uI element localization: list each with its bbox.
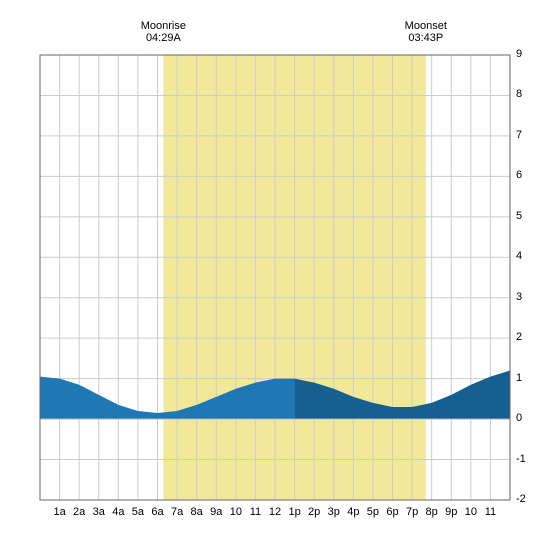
moonrise-label: Moonrise04:29A — [141, 20, 186, 44]
x-tick-label: 1a — [53, 506, 65, 518]
y-tick-label: 9 — [516, 48, 522, 60]
y-tick-label: 3 — [516, 291, 522, 303]
y-tick-label: 6 — [516, 169, 522, 181]
tide-chart-svg — [0, 0, 550, 550]
x-tick-label: 5p — [367, 506, 379, 518]
x-tick-label: 11 — [485, 506, 496, 518]
x-tick-label: 8a — [191, 506, 203, 518]
y-tick-label: 8 — [516, 88, 522, 100]
x-tick-label: 6p — [386, 506, 398, 518]
x-tick-label: 6a — [151, 506, 163, 518]
tide-chart-container: -2-101234567891a2a3a4a5a6a7a8a9a1011121p… — [0, 0, 550, 550]
x-tick-label: 2p — [308, 506, 320, 518]
x-tick-label: 7p — [406, 506, 418, 518]
x-tick-label: 12 — [269, 506, 281, 518]
x-tick-label: 10 — [465, 506, 477, 518]
x-tick-label: 10 — [230, 506, 242, 518]
y-tick-label: -1 — [516, 453, 526, 465]
x-tick-label: 4p — [347, 506, 359, 518]
y-tick-label: 4 — [516, 250, 522, 262]
x-tick-label: 9p — [445, 506, 457, 518]
y-tick-label: -2 — [516, 493, 526, 505]
x-tick-label: 9a — [210, 506, 222, 518]
y-tick-label: 7 — [516, 129, 522, 141]
moonset-label: Moonset03:43P — [405, 20, 447, 44]
x-tick-label: 4a — [112, 506, 124, 518]
x-tick-label: 7a — [171, 506, 183, 518]
y-tick-label: 5 — [516, 210, 522, 222]
y-tick-label: 2 — [516, 331, 522, 343]
x-tick-label: 5a — [132, 506, 144, 518]
x-tick-label: 1p — [288, 506, 300, 518]
y-tick-label: 1 — [516, 372, 522, 384]
x-tick-label: 3p — [328, 506, 340, 518]
x-tick-label: 11 — [250, 506, 261, 518]
x-tick-label: 2a — [73, 506, 85, 518]
x-tick-label: 3a — [93, 506, 105, 518]
y-tick-label: 0 — [516, 412, 522, 424]
x-tick-label: 8p — [426, 506, 438, 518]
